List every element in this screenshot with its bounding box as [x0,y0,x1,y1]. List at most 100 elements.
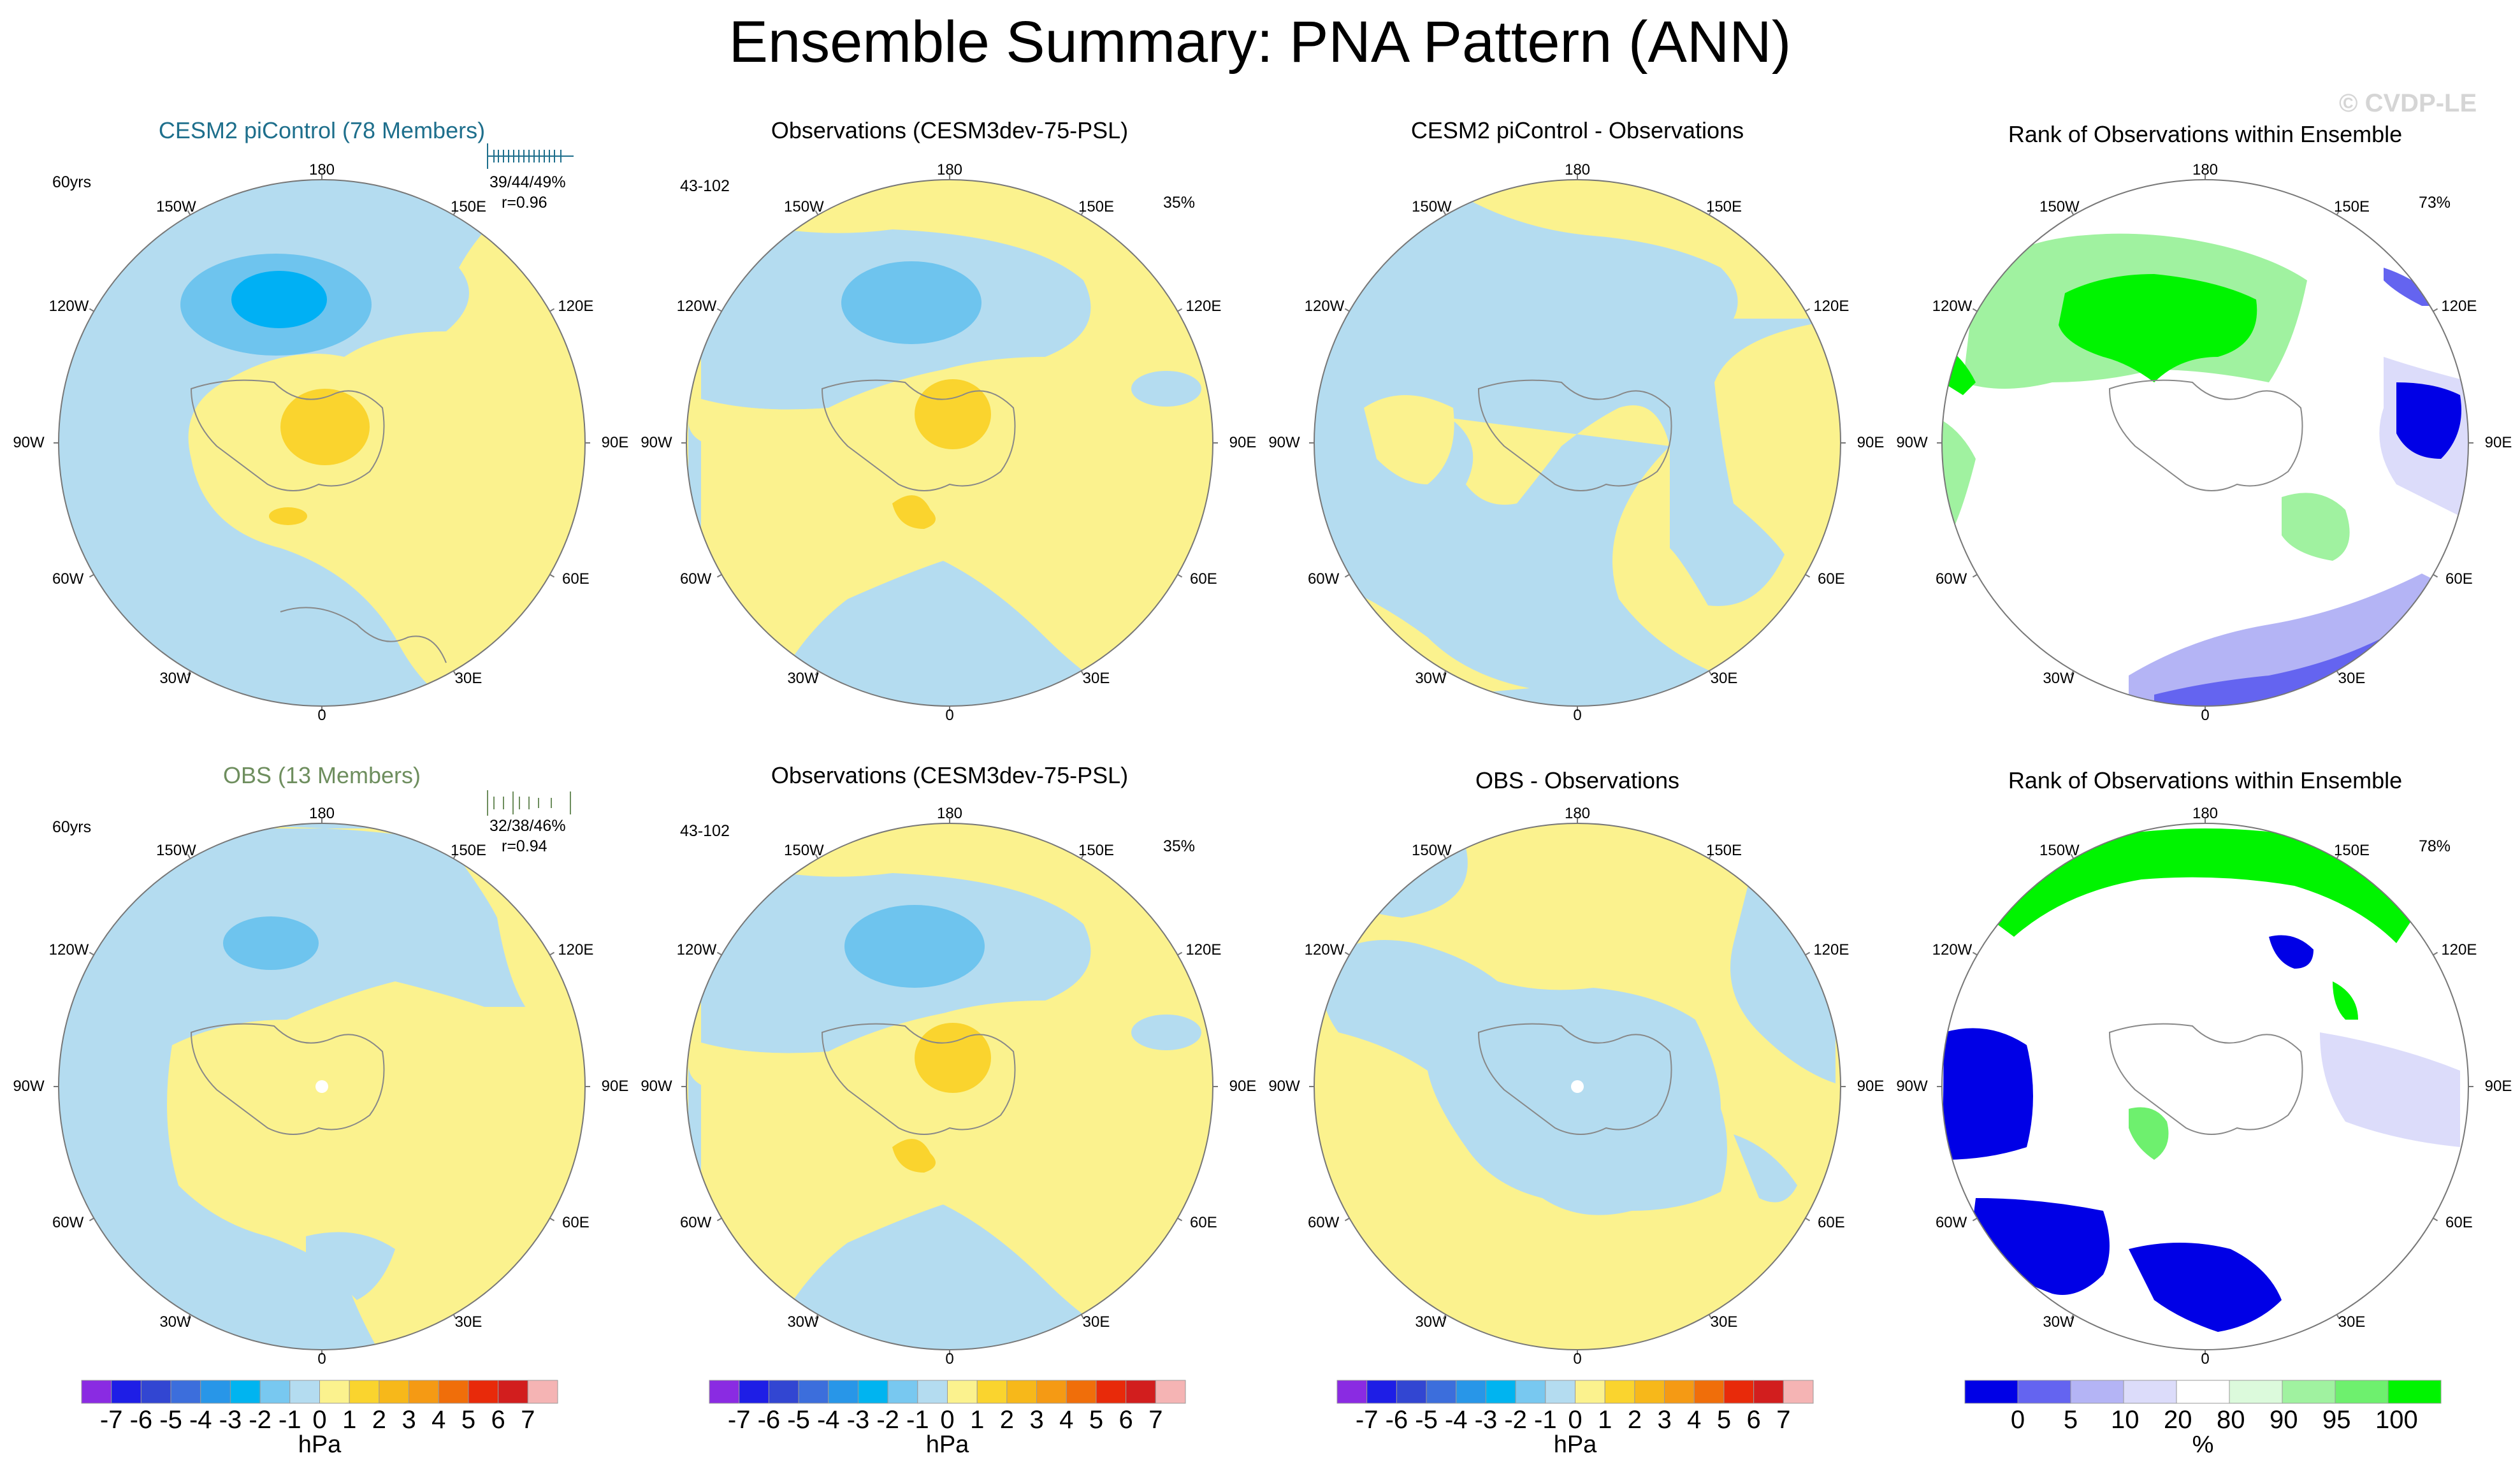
border-tick [2336,1314,2340,1320]
border-tick [1177,1217,1183,1222]
lon-label: 60W [679,570,712,588]
colorbar-hpa-3-swatch [1604,1380,1635,1404]
colorbar-hpa-1-tick-label: -3 [219,1406,242,1434]
rank-green-east [2282,493,2350,561]
colorbar-hpa-3-tick-label: 1 [1598,1406,1612,1434]
colorbar-hpa-3-swatch [1396,1380,1427,1404]
colorbar-hpa-3-swatch [1485,1380,1516,1404]
lon-label: 30W [787,670,819,688]
colorbar-hpa-2-tick-label: -1 [906,1406,929,1434]
border-tick [815,210,819,215]
border-tick [815,853,819,859]
lon-label: 120W [1304,298,1345,315]
border-tick [1708,1314,1713,1320]
colorbar-hpa-1-swatch [379,1380,410,1404]
colorbar-hpa-1-swatch [468,1380,499,1404]
border-tick [2433,1217,2438,1222]
rank-blue-light [2320,1032,2460,1147]
colorbar-hpa-2-tick-label: -6 [757,1406,781,1434]
border-tick [89,308,94,312]
colorbar-rank-tick-label: 10 [2111,1406,2140,1434]
lon-label: 120E [1813,941,1850,959]
colorbar-rank-swatch [2229,1380,2283,1404]
border-tick [89,951,94,956]
colorbar-hpa-3-tick-label: -6 [1385,1406,1408,1434]
colorbar-hpa-1-swatch [527,1380,558,1404]
lon-label: 60E [1818,1213,1845,1231]
map-r2c1 [59,823,585,1350]
rank-blue-south [2129,1243,2282,1332]
field-positive-left [1364,395,1454,484]
lon-label: 150W [156,198,196,215]
lon-label: 150W [156,841,196,859]
member-sparkline-r1c1 [487,143,574,169]
negative-spot [1131,371,1201,407]
lon-label: 30E [1710,1313,1738,1331]
colorbar-rank-swatch [2335,1380,2389,1404]
lon-label: 30E [2338,670,2366,688]
pole-point [315,1080,328,1093]
colorbar-hpa-2-tick-label: 0 [940,1406,955,1434]
lon-label: 90W [1896,1078,1928,1095]
high-small [892,1139,936,1173]
colorbar-hpa-2-tick-label: 3 [1029,1406,1044,1434]
colorbar-hpa-2-swatch [768,1380,799,1404]
lon-label: 30W [159,1313,191,1331]
lon-label: 30W [1415,670,1447,688]
lon-label: 150E [1705,841,1742,859]
low-center [223,916,319,970]
high-small [269,507,307,525]
high-center [915,379,991,449]
corr-label-r2c1: r=0.94 [502,837,547,855]
colorbar-hpa-2-swatch [917,1380,948,1404]
pct-label-r1c4: 73% [2419,194,2451,212]
coastline-arctic [2108,1023,2303,1135]
border-tick [1972,574,1978,578]
colorbar-hpa-3-tick-label: -2 [1504,1406,1527,1434]
border-tick [716,1217,722,1222]
rank-blue-southwest [1969,1198,2110,1295]
lon-label: 90W [641,1078,672,1095]
lon-label: 90W [1896,434,1928,451]
colorbar-hpa-3-swatch [1366,1380,1397,1404]
colorbar-hpa-1-swatch [81,1380,112,1404]
lon-label: 120W [676,941,717,959]
lon-label: 60E [2445,1213,2473,1231]
border-tick [89,574,94,578]
colorbar-hpa-1-tick-label: 5 [461,1406,476,1434]
high-center [915,1023,991,1093]
colorbar-hpa-2-unit: hPa [925,1431,969,1458]
lon-label: 150E [2333,198,2370,215]
border-tick [1708,853,1713,859]
border-ticks [54,175,2473,1355]
lon-label: 150W [2039,198,2080,215]
lon-label: 60W [679,1213,712,1231]
lon-label: 120E [558,941,594,959]
lon-label: 90E [2484,434,2512,451]
panel-title-r1c1: CESM2 piControl (78 Members) [158,117,486,143]
colorbar-hpa-3-tick-label: 0 [1568,1406,1582,1434]
colorbar-hpa-3-swatch [1575,1380,1605,1404]
colorbar-hpa-2-swatch [887,1380,918,1404]
rank-green [1988,828,2422,943]
map-r2c4 [1942,823,2468,1350]
colorbar-hpa-1-swatch [319,1380,350,1404]
colorbar-hpa-3-swatch [1515,1380,1546,1404]
border-tick [453,210,457,215]
colorbar-hpa-1-swatch [170,1380,201,1404]
border-tick [549,951,555,956]
coastline-europe [280,607,447,663]
lon-label: 30E [454,670,482,688]
lon-label: 90W [13,1078,45,1095]
colorbar-hpa-2-tick-label: -7 [727,1406,751,1434]
lon-label: 150W [1412,198,1452,215]
colorbar-hpa-2-tick-label: 5 [1089,1406,1104,1434]
lon-label: 90E [601,434,629,451]
colorbar-rank-swatch [2387,1380,2442,1404]
lon-label: 60E [2445,570,2473,588]
colorbar-rank-tick-label: 100 [2375,1406,2418,1434]
negative-spot [1131,1015,1201,1050]
colorbar-hpa-3-swatch [1783,1380,1814,1404]
lon-label: 30W [787,1313,819,1331]
border-tick [2433,951,2438,956]
